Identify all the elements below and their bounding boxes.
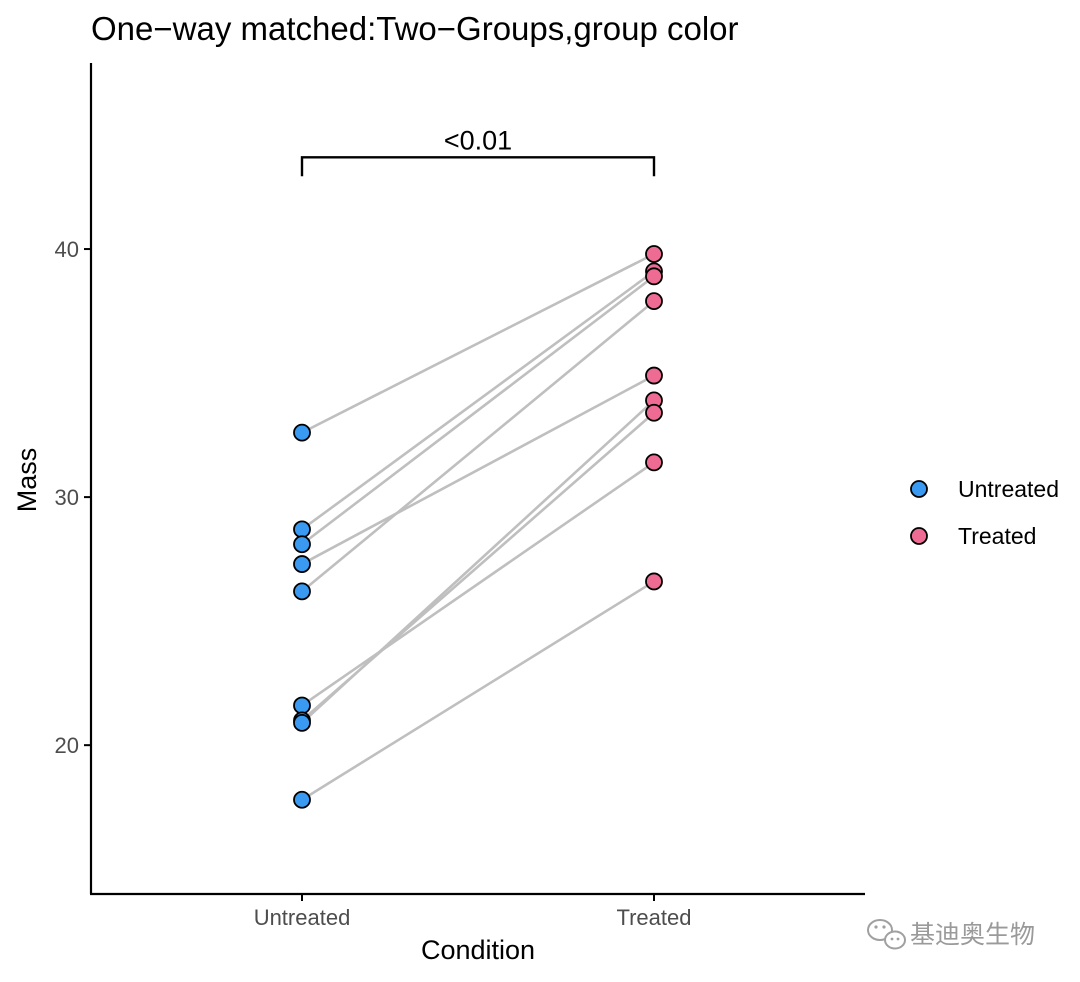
y-tick-label: 40 (55, 237, 79, 262)
legend: Untreated Treated (910, 476, 1059, 549)
pair-line (301, 252, 655, 434)
data-point-treated (645, 267, 663, 286)
y-axis: 20 30 40 (55, 63, 93, 894)
data-point-untreated (293, 790, 311, 809)
chart-title: One−way matched:Two−Groups,group color (91, 10, 739, 47)
pair-line (301, 300, 655, 593)
x-tick-label: Treated (616, 905, 691, 930)
data-point-untreated (293, 696, 311, 715)
data-points (293, 245, 663, 809)
data-point-treated (645, 453, 663, 472)
data-point-treated (645, 403, 663, 422)
y-tick-label: 30 (55, 485, 79, 510)
pair-line (301, 270, 655, 531)
pair-line (301, 580, 655, 801)
pair-lines (301, 252, 655, 801)
data-point-treated (645, 245, 663, 263)
pair-line (301, 374, 655, 566)
bracket-line (300, 156, 656, 177)
significance-bracket: <0.01 (300, 125, 656, 177)
data-point-treated (645, 572, 663, 591)
data-point-untreated (293, 520, 311, 539)
legend-label-treated: Treated (958, 523, 1036, 549)
data-point-untreated (293, 535, 311, 554)
data-point-untreated (293, 713, 311, 732)
y-axis-title: Mass (12, 448, 42, 513)
data-point-untreated (293, 582, 311, 601)
legend-label-untreated: Untreated (958, 476, 1059, 502)
wechat-icon (867, 919, 906, 950)
watermark: 基迪奥生物 (867, 919, 1035, 950)
watermark-text: 基迪奥生物 (910, 921, 1035, 949)
legend-key-untreated (910, 480, 928, 498)
data-point-treated (645, 292, 663, 311)
pair-line (301, 275, 655, 546)
data-point-untreated (293, 423, 311, 442)
x-axis-title: Condition (421, 935, 535, 965)
pair-line (301, 461, 655, 707)
significance-label: <0.01 (444, 125, 512, 155)
y-tick-label: 20 (55, 733, 79, 758)
data-point-treated (645, 366, 663, 385)
x-axis: Untreated Treated (90, 892, 865, 930)
data-point-untreated (293, 555, 311, 573)
pair-line (301, 399, 655, 724)
x-tick-label: Untreated (254, 905, 351, 930)
legend-key-treated (910, 527, 928, 545)
